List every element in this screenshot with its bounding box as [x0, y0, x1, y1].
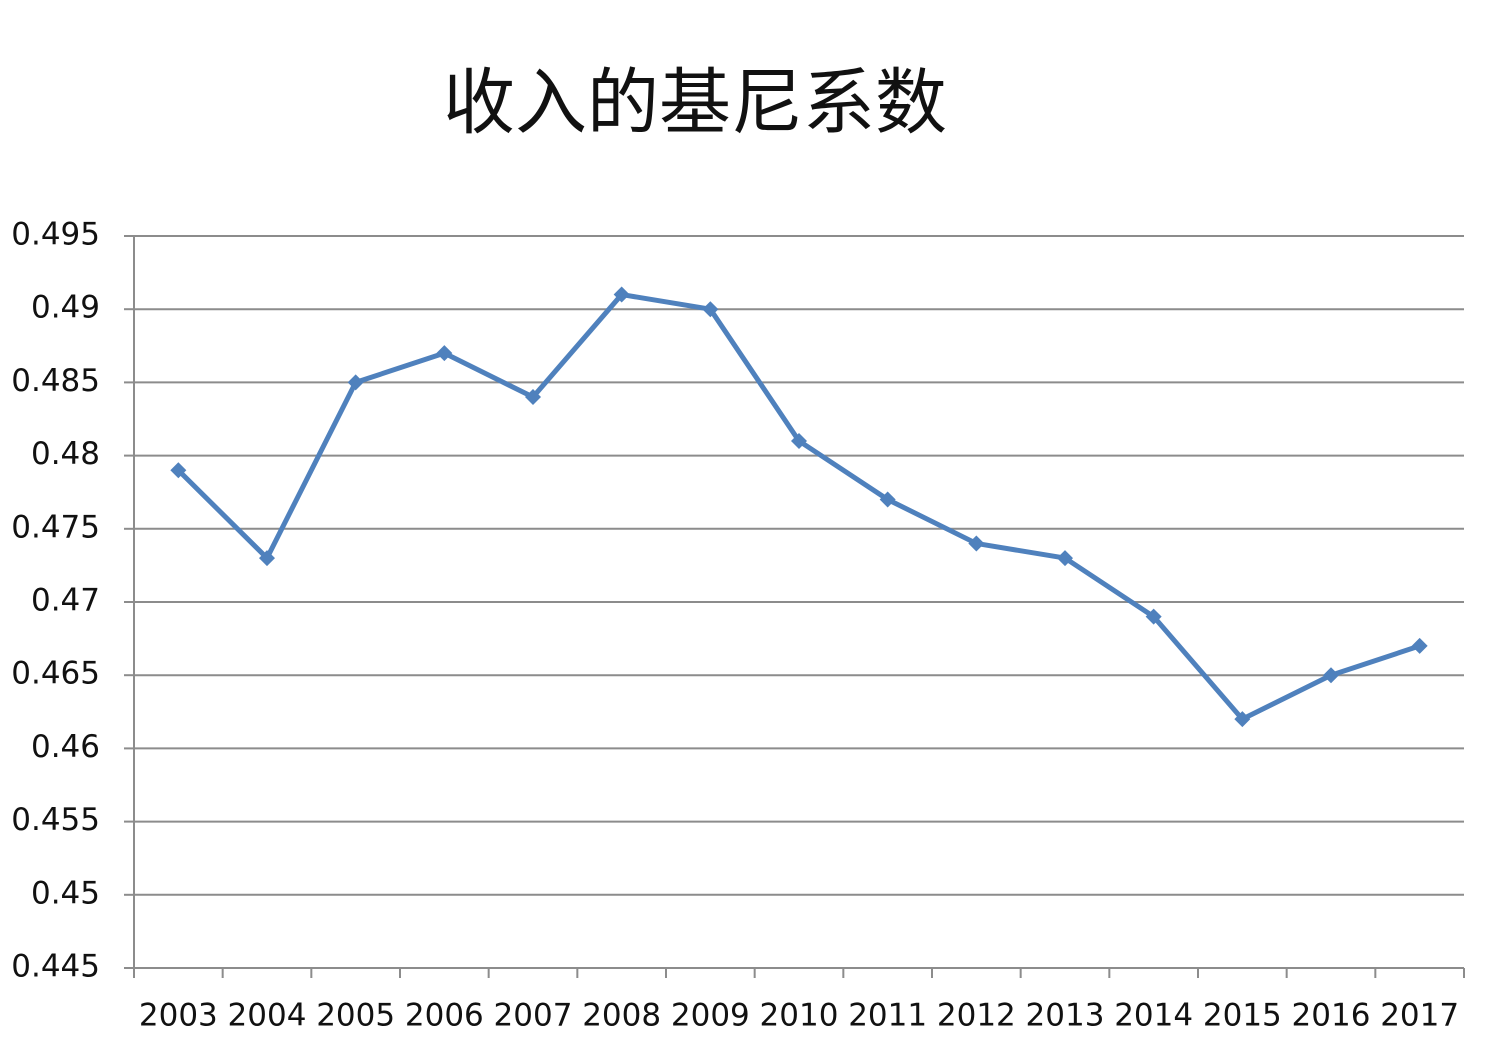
y-tick-label: 0.47 [31, 583, 100, 619]
x-tick-label: 2003 [139, 998, 218, 1034]
data-point [1145, 608, 1162, 625]
data-point [1323, 667, 1339, 684]
x-tick-label: 2015 [1203, 998, 1282, 1034]
data-point [436, 345, 453, 362]
x-tick-label: 2007 [494, 998, 573, 1034]
data-point [968, 535, 985, 552]
x-tick-label: 2009 [671, 998, 750, 1034]
y-tick-label: 0.495 [11, 217, 100, 253]
x-tick-label: 2004 [228, 998, 307, 1034]
y-tick-label: 0.49 [31, 290, 100, 326]
data-point [1411, 637, 1428, 654]
chart-title: 收入的基尼系数 [443, 61, 947, 145]
data-point [525, 389, 541, 406]
data-point [1057, 550, 1073, 567]
data-line [176, 292, 1421, 722]
x-tick-label: 2014 [1114, 998, 1193, 1034]
y-tick-label: 0.445 [11, 949, 100, 985]
data-point [347, 374, 364, 391]
y-tick-label: 0.485 [11, 363, 100, 399]
data-point [1234, 711, 1251, 728]
y-tick-label: 0.475 [11, 509, 100, 545]
x-tick-label: 2016 [1292, 998, 1371, 1034]
data-point [791, 432, 807, 449]
y-tick-label: 0.455 [11, 802, 100, 838]
x-tick-label: 2008 [582, 998, 661, 1034]
data-point [879, 491, 896, 508]
x-tick-label: 2006 [405, 998, 484, 1034]
x-tick-label: 2013 [1026, 998, 1105, 1034]
data-point [613, 286, 630, 303]
x-tick-label: 2005 [316, 998, 395, 1034]
x-tick-label: 2011 [848, 998, 927, 1034]
x-tick-label: 2010 [760, 998, 839, 1034]
y-tick-label: 0.48 [31, 436, 100, 472]
y-tick-label: 0.46 [31, 729, 100, 765]
y-tick-label: 0.45 [31, 875, 100, 911]
data-point [702, 301, 719, 318]
data-point [170, 462, 187, 479]
data-point [259, 550, 275, 567]
y-tick-label: 0.465 [11, 656, 100, 692]
x-tick-label: 2017 [1380, 998, 1459, 1034]
x-tick-label: 2012 [937, 998, 1016, 1034]
